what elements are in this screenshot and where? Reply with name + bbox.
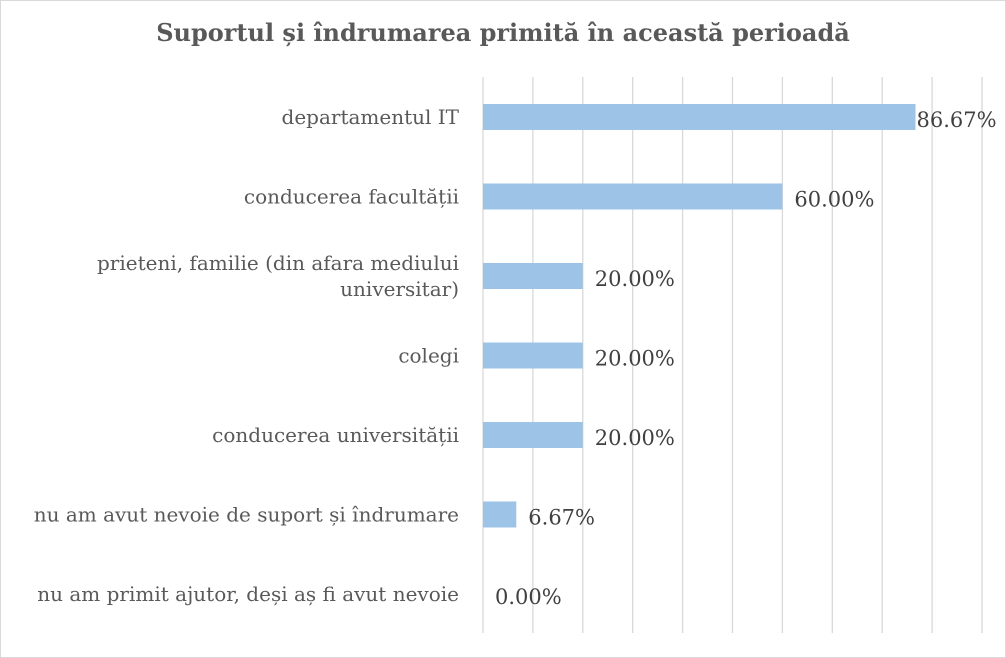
bar	[483, 422, 583, 448]
category-label: colegi	[398, 344, 459, 368]
category-label: departamentul IT	[282, 105, 460, 129]
category-label-line: departamentul IT	[282, 105, 460, 129]
chart-title: Suportul și îndrumarea primită în aceast…	[156, 18, 850, 47]
bars	[483, 104, 916, 528]
category-label: prieteni, familie (din afara mediului uni…	[97, 251, 459, 301]
data-label: 0.00%	[495, 585, 562, 609]
data-label: 20.00%	[595, 426, 675, 450]
category-label-line: universitar)	[340, 277, 459, 301]
data-label: 20.00%	[595, 267, 675, 291]
category-label-line: colegi	[398, 344, 459, 368]
data-labels: 86.67% 60.00% 20.00% 20.00% 20.00% 6.67% 0.00%	[495, 108, 997, 609]
bar	[483, 342, 583, 369]
category-label-line: prieteni, familie (din afara mediului	[97, 251, 459, 275]
data-label: 60.00%	[794, 188, 874, 212]
category-label-line: nu am avut nevoie de suport și îndrumare	[34, 503, 459, 527]
category-label: nu am primit ajutor, deși aș fi avut nev…	[37, 582, 459, 606]
data-label: 6.67%	[528, 506, 595, 530]
gridlines	[482, 77, 983, 633]
category-label-line: conducerea universității	[212, 423, 459, 447]
bar	[483, 263, 583, 289]
data-label: 20.00%	[595, 347, 675, 371]
bar	[483, 501, 517, 528]
category-labels: departamentul IT conducerea facultății pri…	[34, 105, 460, 606]
category-label: conducerea facultății	[244, 185, 459, 209]
data-label: 86.67%	[916, 108, 996, 132]
category-label: nu am avut nevoie de suport și îndrumare	[34, 503, 459, 527]
bar	[483, 104, 916, 130]
category-label-line: conducerea facultății	[244, 185, 459, 209]
category-label-line: nu am primit ajutor, deși aș fi avut nev…	[37, 582, 459, 606]
category-label: conducerea universității	[212, 423, 459, 447]
bar	[483, 183, 783, 210]
